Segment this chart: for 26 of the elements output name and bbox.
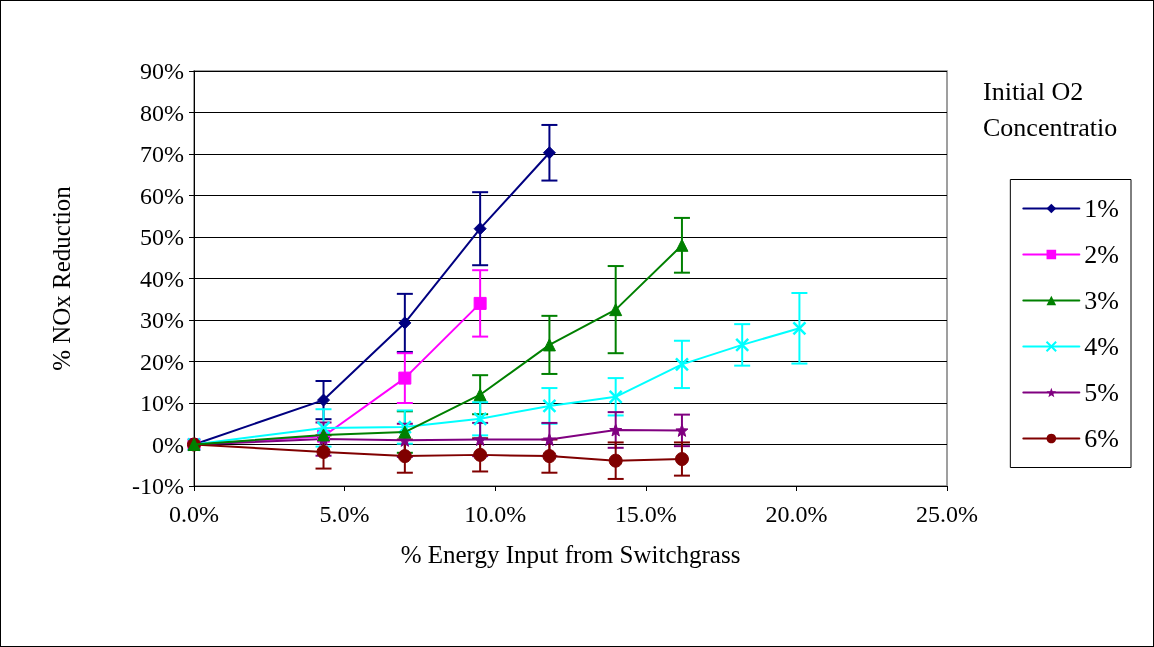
x-tick-label: 15.0% — [614, 501, 677, 527]
y-tick-label: 90% — [140, 58, 184, 84]
x-tick-label: 0.0% — [169, 501, 219, 527]
y-tick-label: 0% — [152, 431, 184, 458]
legend-label: 5% — [1084, 378, 1120, 407]
y-tick-label: 80% — [140, 99, 184, 126]
x-tick-label: 20.0% — [765, 501, 828, 527]
y-tick-label: 10% — [140, 390, 184, 416]
y-tick-label: 40% — [140, 265, 184, 292]
legend-label: 2% — [1084, 240, 1120, 269]
legend-title: Initial O2 Concentratio — [983, 76, 1118, 142]
y-tick-label: 20% — [140, 348, 184, 375]
y-tick-label: 60% — [140, 182, 184, 209]
y-tick-label: 30% — [140, 307, 184, 333]
x-tick-label: 5.0% — [319, 501, 370, 527]
y-tick-label: -10% — [132, 473, 185, 499]
x-tick-label: 25.0% — [916, 501, 978, 527]
legend-label: 1% — [1084, 194, 1120, 223]
x-tick-label: 10.0% — [464, 501, 527, 527]
legend-label: 4% — [1084, 332, 1120, 361]
x-axis-title: % Energy Input from Switchgrass — [400, 541, 741, 568]
y-axis-title: % NOx Reduction — [48, 185, 75, 371]
y-tick-label: 70% — [140, 141, 184, 167]
y-tick-label: 50% — [140, 224, 184, 250]
legend-label: 3% — [1084, 286, 1120, 315]
legend-label: 6% — [1084, 424, 1120, 453]
